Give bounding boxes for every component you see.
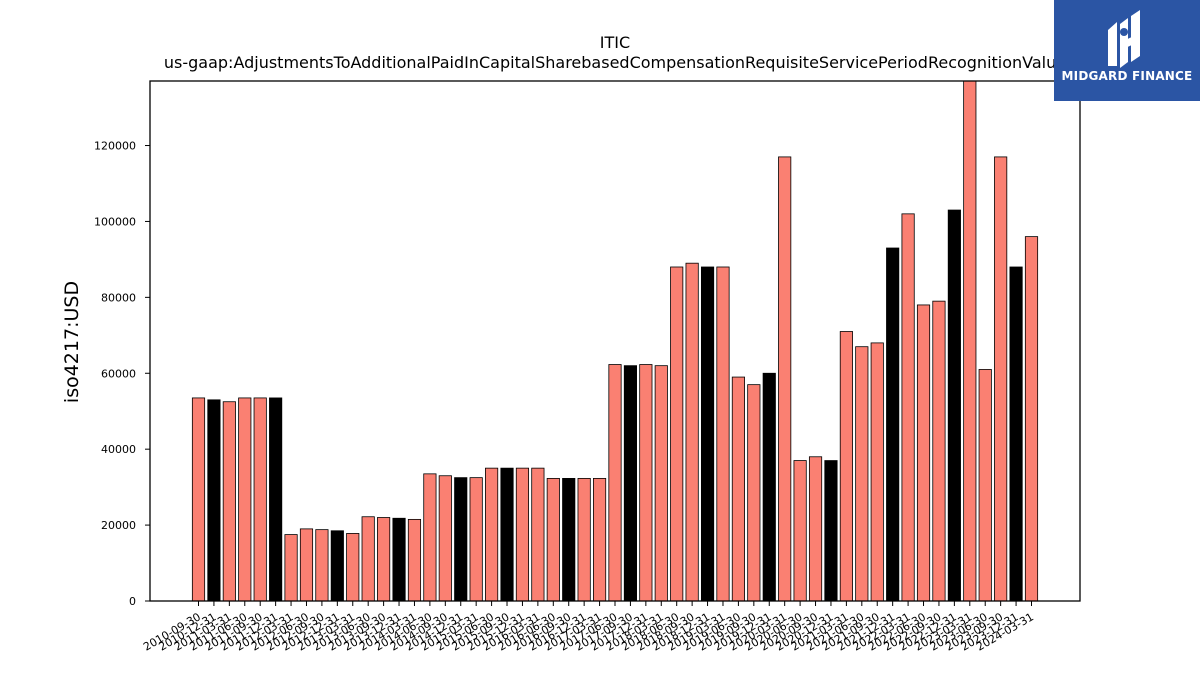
bar-2024-03-31	[1024, 236, 1039, 602]
bar-2017-03-31	[593, 477, 607, 602]
chart-title: ITIC	[600, 33, 630, 52]
logo-text: MIDGARD FINANCE	[1061, 69, 1193, 83]
bar-2019-03-31	[716, 266, 730, 602]
bar-2021-03-31	[839, 331, 853, 602]
y-tick-label: 120000	[94, 140, 136, 153]
midgard-logo-icon	[1108, 10, 1140, 68]
midgard-finance-logo: MIDGARD FINANCE	[1054, 0, 1200, 101]
y-tick-label: 100000	[94, 215, 136, 228]
bar-2022-06-30	[916, 304, 931, 602]
bar-2017-12-31	[639, 364, 653, 602]
bar-2012-09-30	[315, 529, 329, 602]
bar-2010-12-31	[207, 399, 221, 602]
y-tick-label: 80000	[101, 291, 136, 304]
bar-2010-09-30	[191, 397, 206, 602]
y-tick-label: 0	[129, 595, 136, 608]
bar-2016-06-30	[546, 477, 560, 602]
bar-2014-03-31	[407, 518, 422, 602]
chart-subtitle: us-gaap:AdjustmentsToAdditionalPaidInCap…	[164, 53, 1066, 72]
bar-2011-12-31	[269, 397, 283, 602]
bar-2022-03-31	[901, 213, 915, 602]
bar-2023-09-30	[994, 156, 1008, 602]
x-ticks-group: 2010-09-302010-12-312011-03-312011-06-30…	[141, 601, 1036, 654]
bar-2023-03-31	[963, 80, 977, 602]
y-axis-label: iso4217:USD	[61, 281, 83, 403]
y-tick-label: 60000	[101, 367, 136, 380]
bar-2014-12-31	[454, 477, 468, 602]
bars-group	[191, 80, 1039, 602]
bar-2017-06-30	[608, 364, 622, 602]
bar-2013-03-31	[346, 533, 360, 602]
bar-2015-06-30	[485, 467, 499, 602]
bar-2021-12-31	[886, 247, 900, 602]
bar-2016-12-31	[577, 477, 591, 602]
bar-2014-06-30	[423, 473, 437, 602]
bar-2021-09-30	[870, 342, 884, 602]
bar-2020-03-31	[778, 156, 792, 602]
bar-2016-09-30	[562, 477, 576, 602]
bar-2013-09-30	[377, 517, 391, 602]
bar-2011-09-30	[253, 397, 267, 602]
bar-2019-06-30	[731, 376, 745, 602]
bar-2013-06-30	[361, 516, 375, 602]
bar-2018-12-31	[700, 266, 715, 602]
bar-2018-06-30	[670, 266, 684, 602]
bar-2012-03-31	[284, 534, 298, 602]
bar-2018-03-31	[654, 365, 668, 602]
bar-2020-12-31	[824, 460, 838, 602]
bar-2015-12-31	[515, 467, 530, 602]
bar-2014-09-30	[438, 475, 452, 602]
plot-frame	[149, 80, 1081, 602]
bar-2016-03-31	[531, 467, 545, 602]
bar-2023-06-30	[978, 369, 992, 602]
bar-2021-06-30	[855, 346, 869, 602]
bar-2019-12-31	[762, 372, 776, 602]
bar-2011-03-31	[222, 401, 236, 602]
bar-2015-09-30	[500, 467, 514, 602]
bar-2022-12-31	[947, 209, 961, 602]
bar-2019-09-30	[747, 384, 761, 602]
bar-2015-03-31	[469, 477, 483, 602]
y-tick-label: 40000	[101, 443, 136, 456]
bar-2011-06-30	[238, 397, 252, 602]
bar-2020-06-30	[793, 460, 807, 602]
bar-2020-09-30	[808, 456, 823, 602]
bar-2017-09-30	[623, 365, 638, 602]
bar-2018-09-30	[685, 262, 699, 602]
bar-2013-12-31	[392, 517, 406, 602]
y-tick-label: 20000	[101, 519, 136, 532]
bar-2012-12-31	[330, 530, 344, 602]
bar-2022-09-30	[932, 300, 946, 602]
y-ticks-group: 0 20000 40000 60000 80000 100000 120000	[94, 140, 150, 608]
bar-2023-12-31	[1009, 266, 1023, 602]
bar-2012-06-30	[299, 528, 314, 602]
